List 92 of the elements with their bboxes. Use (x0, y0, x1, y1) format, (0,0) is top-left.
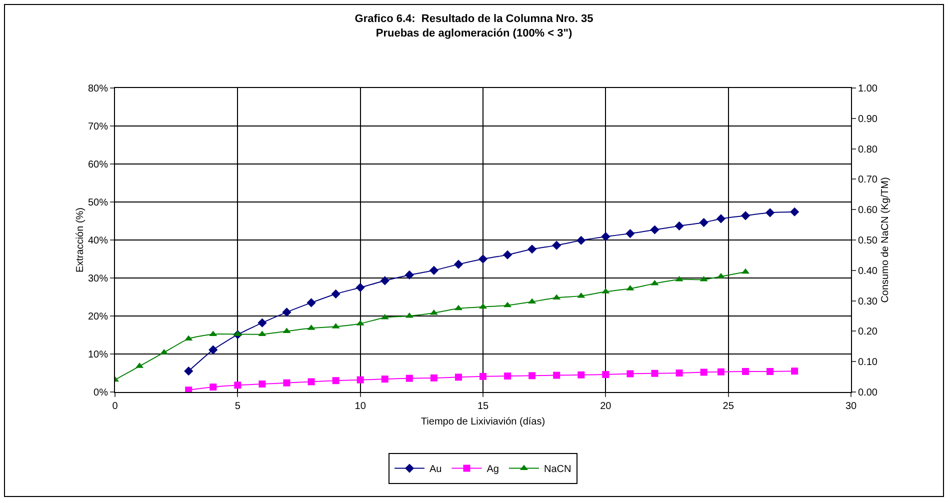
point (308, 378, 315, 386)
point (766, 368, 774, 375)
x-tick-label: 20 (600, 401, 612, 412)
y-tick-label: 20% (88, 312, 108, 322)
point (502, 250, 512, 260)
point (700, 368, 708, 376)
point (553, 372, 560, 379)
y2-tick-label: 0.30 (858, 296, 878, 308)
y2-tick-label: 0.90 (858, 114, 878, 125)
point (601, 232, 610, 242)
point (552, 294, 561, 300)
x-tick-label: 30 (845, 401, 857, 412)
point (184, 366, 194, 376)
point (356, 376, 364, 384)
y-tick-label: 70% (88, 122, 108, 132)
point (258, 380, 266, 388)
point (650, 280, 659, 286)
point (283, 379, 290, 386)
x-axis-title: Tiempo de Lixiviavión (días) (420, 416, 546, 428)
x-tick-label: 10 (354, 401, 366, 412)
point (210, 384, 217, 391)
point (528, 244, 537, 254)
point (234, 382, 242, 389)
y-tick-label: 40% (88, 236, 108, 246)
point (331, 289, 340, 299)
point (717, 368, 724, 376)
y2-tick-label: 0.70 (858, 174, 878, 186)
x-tick-label: 0 (112, 401, 118, 412)
point (791, 368, 798, 375)
point (332, 377, 340, 384)
y-tick-label: 0% (94, 388, 108, 398)
point (406, 374, 413, 382)
y-axis-title: Extracción (%) (74, 207, 86, 273)
point (552, 240, 562, 250)
point (208, 345, 218, 354)
chart-subtitle: Pruebas de aglomeración (100% < 3") (376, 27, 572, 40)
point (356, 282, 365, 292)
point (504, 372, 512, 380)
point (454, 260, 464, 269)
point (306, 298, 316, 308)
point (699, 218, 708, 228)
point (576, 236, 586, 245)
point (602, 371, 610, 378)
point (404, 270, 414, 280)
y2-tick-label: 0.60 (858, 205, 878, 216)
point (430, 309, 438, 315)
point (430, 374, 438, 382)
point (790, 207, 800, 216)
point (380, 276, 390, 286)
legend-label: NaCN (544, 464, 572, 476)
y2-tick-label: 0.00 (858, 388, 878, 398)
point (185, 386, 192, 392)
x-tick-label: 5 (234, 401, 241, 412)
point (626, 228, 635, 238)
y2-axis-title: Consumo de NaCN (Kg/TM) (880, 177, 891, 303)
point (650, 225, 660, 234)
y-tick-label: 80% (88, 84, 108, 94)
y2-tick-label: 0.80 (858, 144, 878, 156)
point (578, 371, 585, 378)
point (674, 221, 684, 230)
y-tick-label: 60% (88, 160, 108, 170)
point (651, 370, 658, 377)
x-tick-label: 15 (477, 401, 489, 412)
point (454, 374, 462, 381)
y2-tick-label: 0.10 (858, 357, 878, 368)
point (577, 292, 586, 298)
point (282, 308, 292, 317)
y-tick-label: 10% (88, 350, 108, 360)
x-tick-label: 25 (722, 401, 734, 412)
point (160, 348, 168, 354)
y-tick-label: 30% (88, 274, 108, 284)
point (676, 370, 683, 376)
point (626, 370, 634, 378)
point (716, 214, 726, 224)
chart-title: Grafico 6.4: Resultado de la Columna Nro. 35 (354, 13, 594, 26)
point (528, 372, 536, 380)
legend-label: Au (430, 464, 442, 476)
point (478, 254, 488, 264)
y-tick-label: 50% (88, 198, 108, 208)
legend-label: Ag (486, 464, 499, 476)
y2-tick-label: 0.40 (858, 266, 878, 277)
point (381, 376, 388, 383)
point (480, 372, 486, 380)
y2-tick-label: 0.20 (858, 326, 878, 338)
y2-tick-label: 1.00 (858, 84, 878, 94)
point (740, 211, 750, 220)
point (429, 266, 438, 275)
y2-tick-label: 0.50 (858, 236, 878, 246)
point (258, 318, 267, 328)
point (184, 335, 193, 341)
point (765, 208, 775, 218)
point (742, 368, 750, 375)
